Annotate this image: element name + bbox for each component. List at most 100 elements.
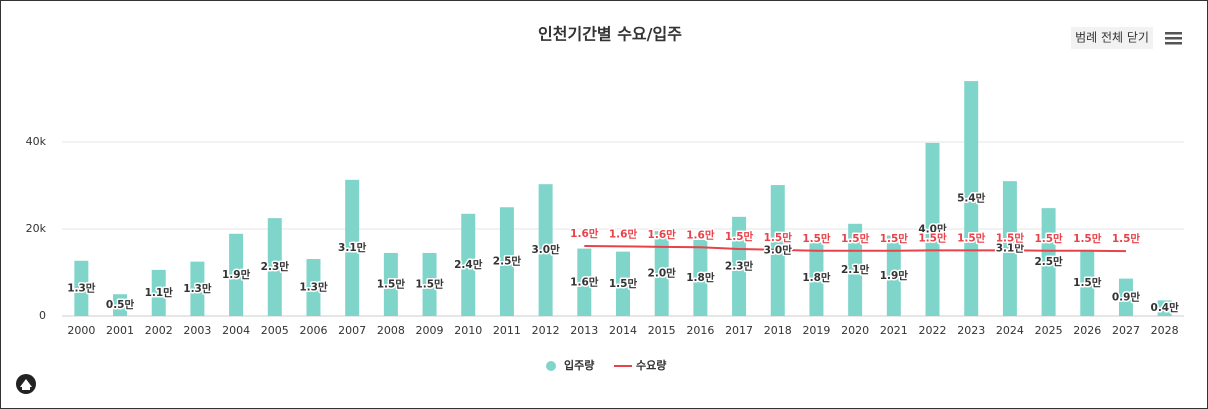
legend-label: 수요량 <box>636 359 666 372</box>
x-tick-label: 2006 <box>299 324 327 337</box>
x-tick-label: 2015 <box>648 324 676 337</box>
bar <box>422 252 437 316</box>
x-tick-label: 2008 <box>377 324 405 337</box>
value-label: 1.6만 <box>609 227 638 240</box>
value-label: 1.5만 <box>1034 232 1063 245</box>
bar <box>1118 278 1133 316</box>
x-tick-label: 2026 <box>1073 324 1101 337</box>
value-label: 1.5만 <box>609 277 638 290</box>
value-label: 1.1만 <box>145 286 174 299</box>
value-label: 2.1만 <box>841 263 870 276</box>
x-tick-label: 2022 <box>919 324 947 337</box>
value-label: 2.3만 <box>725 259 754 272</box>
value-label: 3.1만 <box>338 241 367 254</box>
value-label: 1.6만 <box>570 275 599 288</box>
value-label: 1.8만 <box>802 271 831 284</box>
bar <box>809 239 824 316</box>
value-label: 1.6만 <box>686 228 715 241</box>
x-tick-label: 2021 <box>880 324 908 337</box>
value-label: 1.5만 <box>764 231 793 244</box>
x-tick-label: 2001 <box>106 324 134 337</box>
x-tick-label: 2000 <box>67 324 95 337</box>
x-tick-label: 2016 <box>686 324 714 337</box>
bar <box>1002 181 1017 316</box>
x-tick-label: 2002 <box>145 324 173 337</box>
bar <box>229 233 244 316</box>
bar <box>461 213 476 316</box>
value-label: 0.9만 <box>1112 290 1141 303</box>
bar <box>732 216 747 316</box>
x-tick-label: 2014 <box>609 324 637 337</box>
x-tick-label: 2010 <box>454 324 482 337</box>
y-tick-label: 20k <box>26 222 47 235</box>
x-tick-label: 2019 <box>802 324 830 337</box>
value-label: 1.6만 <box>648 228 677 241</box>
value-label: 1.5만 <box>1073 232 1102 245</box>
bar <box>616 251 630 316</box>
value-label: 1.5만 <box>802 232 831 245</box>
x-tick-label: 2011 <box>493 324 521 337</box>
bar <box>190 261 205 316</box>
bar <box>925 142 940 316</box>
value-label: 0.5만 <box>106 298 135 311</box>
value-label: 2.5만 <box>1034 255 1063 268</box>
value-label: 1.3만 <box>183 282 212 295</box>
value-label: 1.3만 <box>67 281 96 294</box>
y-tick-label: 0 <box>39 309 46 322</box>
bar <box>383 252 398 316</box>
bar <box>113 294 128 316</box>
value-label: 1.5만 <box>996 231 1025 244</box>
x-tick-label: 2003 <box>183 324 211 337</box>
bar <box>538 184 553 316</box>
bar <box>345 179 360 316</box>
x-tick-label: 2020 <box>841 324 869 337</box>
x-tick-label: 2007 <box>338 324 366 337</box>
value-label: 2.0만 <box>648 267 677 280</box>
legend-toggle-label[interactable]: 범례 전체 닫기 <box>1075 31 1149 45</box>
value-label: 2.3만 <box>261 260 290 273</box>
legend-label: 입주량 <box>564 359 594 372</box>
value-label: 3.0만 <box>531 243 560 256</box>
x-tick-label: 2017 <box>725 324 753 337</box>
value-label: 5.4만 <box>957 192 986 205</box>
value-label: 1.5만 <box>415 277 444 290</box>
value-label: 1.9만 <box>880 269 909 282</box>
value-label: 2.5만 <box>493 255 522 268</box>
value-label: 0.4만 <box>1151 301 1180 314</box>
x-tick-label: 2024 <box>996 324 1024 337</box>
value-label: 1.3만 <box>299 281 328 294</box>
bar <box>151 269 166 316</box>
legend-toggle-button[interactable] <box>1071 27 1153 49</box>
value-label: 3.1만 <box>996 242 1025 255</box>
x-tick-label: 2013 <box>570 324 598 337</box>
value-label: 1.5만 <box>918 231 947 244</box>
bar <box>1157 300 1172 316</box>
bar <box>1080 249 1095 316</box>
x-tick-label: 2004 <box>222 324 250 337</box>
x-tick-label: 2025 <box>1035 324 1063 337</box>
value-label: 1.5만 <box>377 277 406 290</box>
menu-icon[interactable] <box>1165 32 1182 45</box>
bar <box>654 231 669 316</box>
bar <box>267 218 282 316</box>
value-label: 1.5만 <box>725 230 754 243</box>
line <box>584 244 1126 253</box>
y-tick-label: 40k <box>26 135 47 148</box>
value-label: 1.6만 <box>570 227 599 240</box>
bar <box>848 223 863 316</box>
value-label: 1.5만 <box>957 231 986 244</box>
value-label: 1.5만 <box>880 232 909 245</box>
bar <box>577 248 592 316</box>
x-tick-label: 2018 <box>764 324 792 337</box>
bar <box>306 259 321 316</box>
value-label: 4.0만 <box>918 222 947 235</box>
value-label: 1.8만 <box>686 271 715 284</box>
bar <box>1041 208 1056 316</box>
value-label: 2.4만 <box>454 258 483 271</box>
value-label: 3.0만 <box>764 244 793 257</box>
legend-swatch <box>546 361 556 371</box>
chart-title: 인천기간별 수요/입주 <box>538 25 682 44</box>
bar <box>964 81 979 316</box>
